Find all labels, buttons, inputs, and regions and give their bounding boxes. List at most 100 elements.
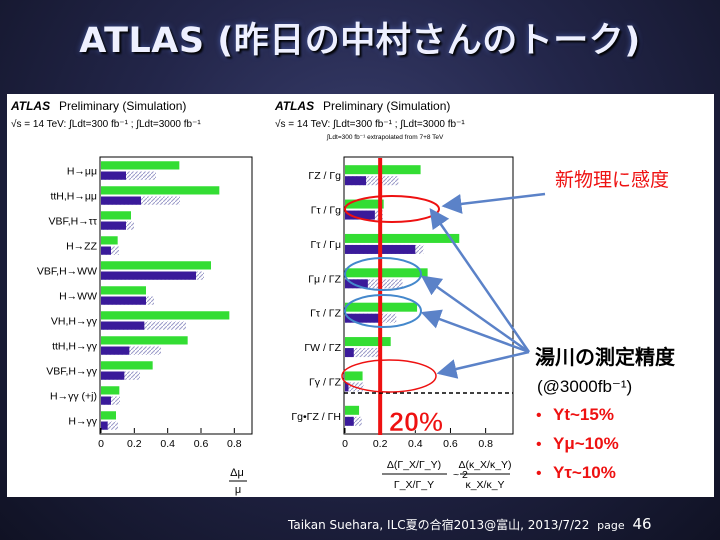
right-category-label-7: Γg•ΓZ / ΓH [291, 411, 341, 423]
left-chart-frame [99, 156, 253, 435]
left-bar-purple-5 [101, 296, 146, 305]
yukawa-subtitle: (@3000fb⁻¹) [537, 377, 632, 396]
right-category-label-0: ΓZ / Γg [308, 170, 341, 182]
left-bar-purple-7 [101, 346, 130, 355]
footer-text: Taikan Suehara, ILC夏の合宿2013@富山, 2013/7/2… [288, 518, 590, 532]
right-bar-purple-3 [345, 279, 368, 289]
yukawa-list: • Yt~15% • Yμ~10% • Yτ~10% [536, 405, 619, 482]
yukawa-title: 湯川の測定精度 [535, 345, 676, 369]
right-tick-label-2: 0.4 [408, 438, 423, 450]
right-bar-green-3 [345, 268, 428, 278]
left-bar-green-0 [101, 161, 180, 170]
left-bar-green-7 [101, 336, 188, 345]
left-xlabel-bottom: μ [235, 484, 241, 496]
right-xlabel-mid: ~ 2 [453, 469, 468, 481]
right-bar-purple-7 [345, 416, 354, 426]
right-bar-green-0 [345, 165, 421, 175]
left-category-label-2: VBF,H→ττ [48, 216, 97, 228]
left-bar-purple-9 [101, 396, 111, 405]
right-category-label-3: Γμ / ΓZ [308, 273, 341, 285]
left-lumi-label: √s = 14 TeV: ∫Ldt=300 fb⁻¹ ; ∫Ldt=3000 f… [11, 118, 201, 130]
yukawa-bullet-1: • [536, 407, 542, 424]
slide-title: ATLAS (昨日の中村さんのトーク) [79, 21, 641, 61]
right-xlabel2-top: Δ(κ_X/κ_Y) [458, 459, 511, 471]
right-atlas-label: ATLAS [274, 99, 314, 113]
left-hatch-7 [101, 346, 161, 355]
right-chart-frame [343, 156, 514, 435]
left-prelim-label: Preliminary (Simulation) [59, 99, 186, 113]
left-category-label-0: H→μμ [67, 166, 97, 178]
arrow-yukawa-3 [420, 309, 530, 354]
right-bar-purple-5 [345, 348, 354, 358]
yukawa-bullet-3: • [536, 465, 542, 482]
left-bar-green-6 [101, 311, 230, 320]
right-tick-label-3: 0.6 [443, 438, 458, 450]
slide-footer: Taikan Suehara, ILC夏の合宿2013@富山, 2013/7/2… [288, 515, 718, 533]
right-category-label-1: Γτ / Γg [311, 205, 341, 217]
left-tick-label-1: 0.2 [127, 438, 142, 450]
left-hatch-0 [101, 171, 156, 180]
yukawa-item-3: Yτ~10% [553, 463, 616, 482]
right-bar-green-5 [345, 337, 391, 347]
left-bar-green-10 [101, 411, 116, 420]
yukawa-bullet-2: • [536, 436, 542, 453]
left-bar-purple-8 [101, 371, 125, 380]
left-bar-purple-1 [101, 196, 141, 205]
right-category-label-4: Γτ / ΓZ [310, 308, 341, 320]
right-lumi-label: √s = 14 TeV: ∫Ldt=300 fb⁻¹ ; ∫Ldt=3000 f… [275, 118, 465, 130]
right-bar-green-7 [345, 405, 360, 415]
arrow-yukawa-1 [429, 207, 531, 353]
left-category-label-5: H→WW [59, 291, 97, 303]
right-xlabel2-bottom: κ_X/κ_Y [465, 479, 504, 491]
right-bar-green-1 [345, 199, 384, 209]
yukawa-item-2: Yμ~10% [553, 434, 619, 453]
extrap-label: ∫Ldt=300 fb⁻¹ extrapolated from 7+8 TeV [326, 134, 444, 141]
left-tick-label-3: 0.6 [194, 438, 209, 450]
right-category-label-2: Γτ / Γμ [310, 239, 341, 251]
left-tick-label-2: 0.4 [160, 438, 175, 450]
yukawa-item-1: Yt~15% [553, 405, 614, 424]
right-tick-label-1: 0.2 [373, 438, 388, 450]
right-category-label-5: ΓW / ΓZ [304, 342, 341, 354]
left-category-label-7: ttH,H→γγ [52, 341, 98, 353]
right-category-label-6: Γγ / ΓZ [309, 376, 342, 388]
left-bar-purple-6 [101, 321, 145, 330]
highlight-ellipse-gamma-z [341, 359, 437, 393]
right-hatch-3 [345, 279, 403, 289]
left-hatch-10 [101, 421, 118, 430]
left-xlabel-top: Δμ [230, 467, 244, 479]
left-bar-green-5 [101, 286, 146, 295]
right-bar-purple-4 [345, 313, 381, 323]
left-category-label-4: VBF,H→WW [37, 266, 97, 278]
left-bar-purple-4 [101, 271, 196, 280]
left-tick-label-4: 0.8 [227, 438, 242, 450]
right-tick-label-0: 0 [342, 438, 348, 450]
right-hatch-5 [345, 348, 381, 358]
left-category-label-3: H→ZZ [66, 241, 97, 253]
left-bar-green-9 [101, 386, 120, 395]
arrow-yukawa-4 [436, 350, 530, 379]
figure-svg: ATLAS Preliminary (Simulation) √s = 14 T… [10, 99, 676, 496]
left-bar-purple-3 [101, 246, 111, 255]
left-bar-purple-2 [101, 221, 126, 230]
left-category-label-6: VH,H→γγ [51, 316, 98, 328]
page-number: 46 [632, 515, 652, 533]
right-bar-green-6 [345, 371, 363, 381]
right-bar-purple-0 [345, 176, 367, 186]
left-bar-purple-0 [101, 171, 126, 180]
twenty-percent-label: 20% [389, 407, 443, 437]
left-tick-label-0: 0 [98, 438, 104, 450]
left-bar-purple-10 [101, 421, 108, 430]
highlight-ellipse-mu-z [344, 257, 422, 291]
left-category-label-9: H→γγ (+j) [50, 391, 97, 403]
left-bar-green-2 [101, 211, 131, 220]
right-xlabel-top: Δ(Γ_X/Γ_Y) [387, 459, 441, 471]
right-prelim-label: Preliminary (Simulation) [323, 99, 450, 113]
new-physics-text: 新物理に感度 [555, 169, 669, 191]
right-bar-purple-6 [345, 382, 349, 392]
left-bar-green-1 [101, 186, 220, 195]
highlight-ellipse-tau-g [344, 195, 440, 223]
right-bar-purple-1 [345, 210, 375, 220]
right-bar-green-2 [345, 233, 460, 243]
left-category-label-10: H→γγ [68, 416, 97, 428]
